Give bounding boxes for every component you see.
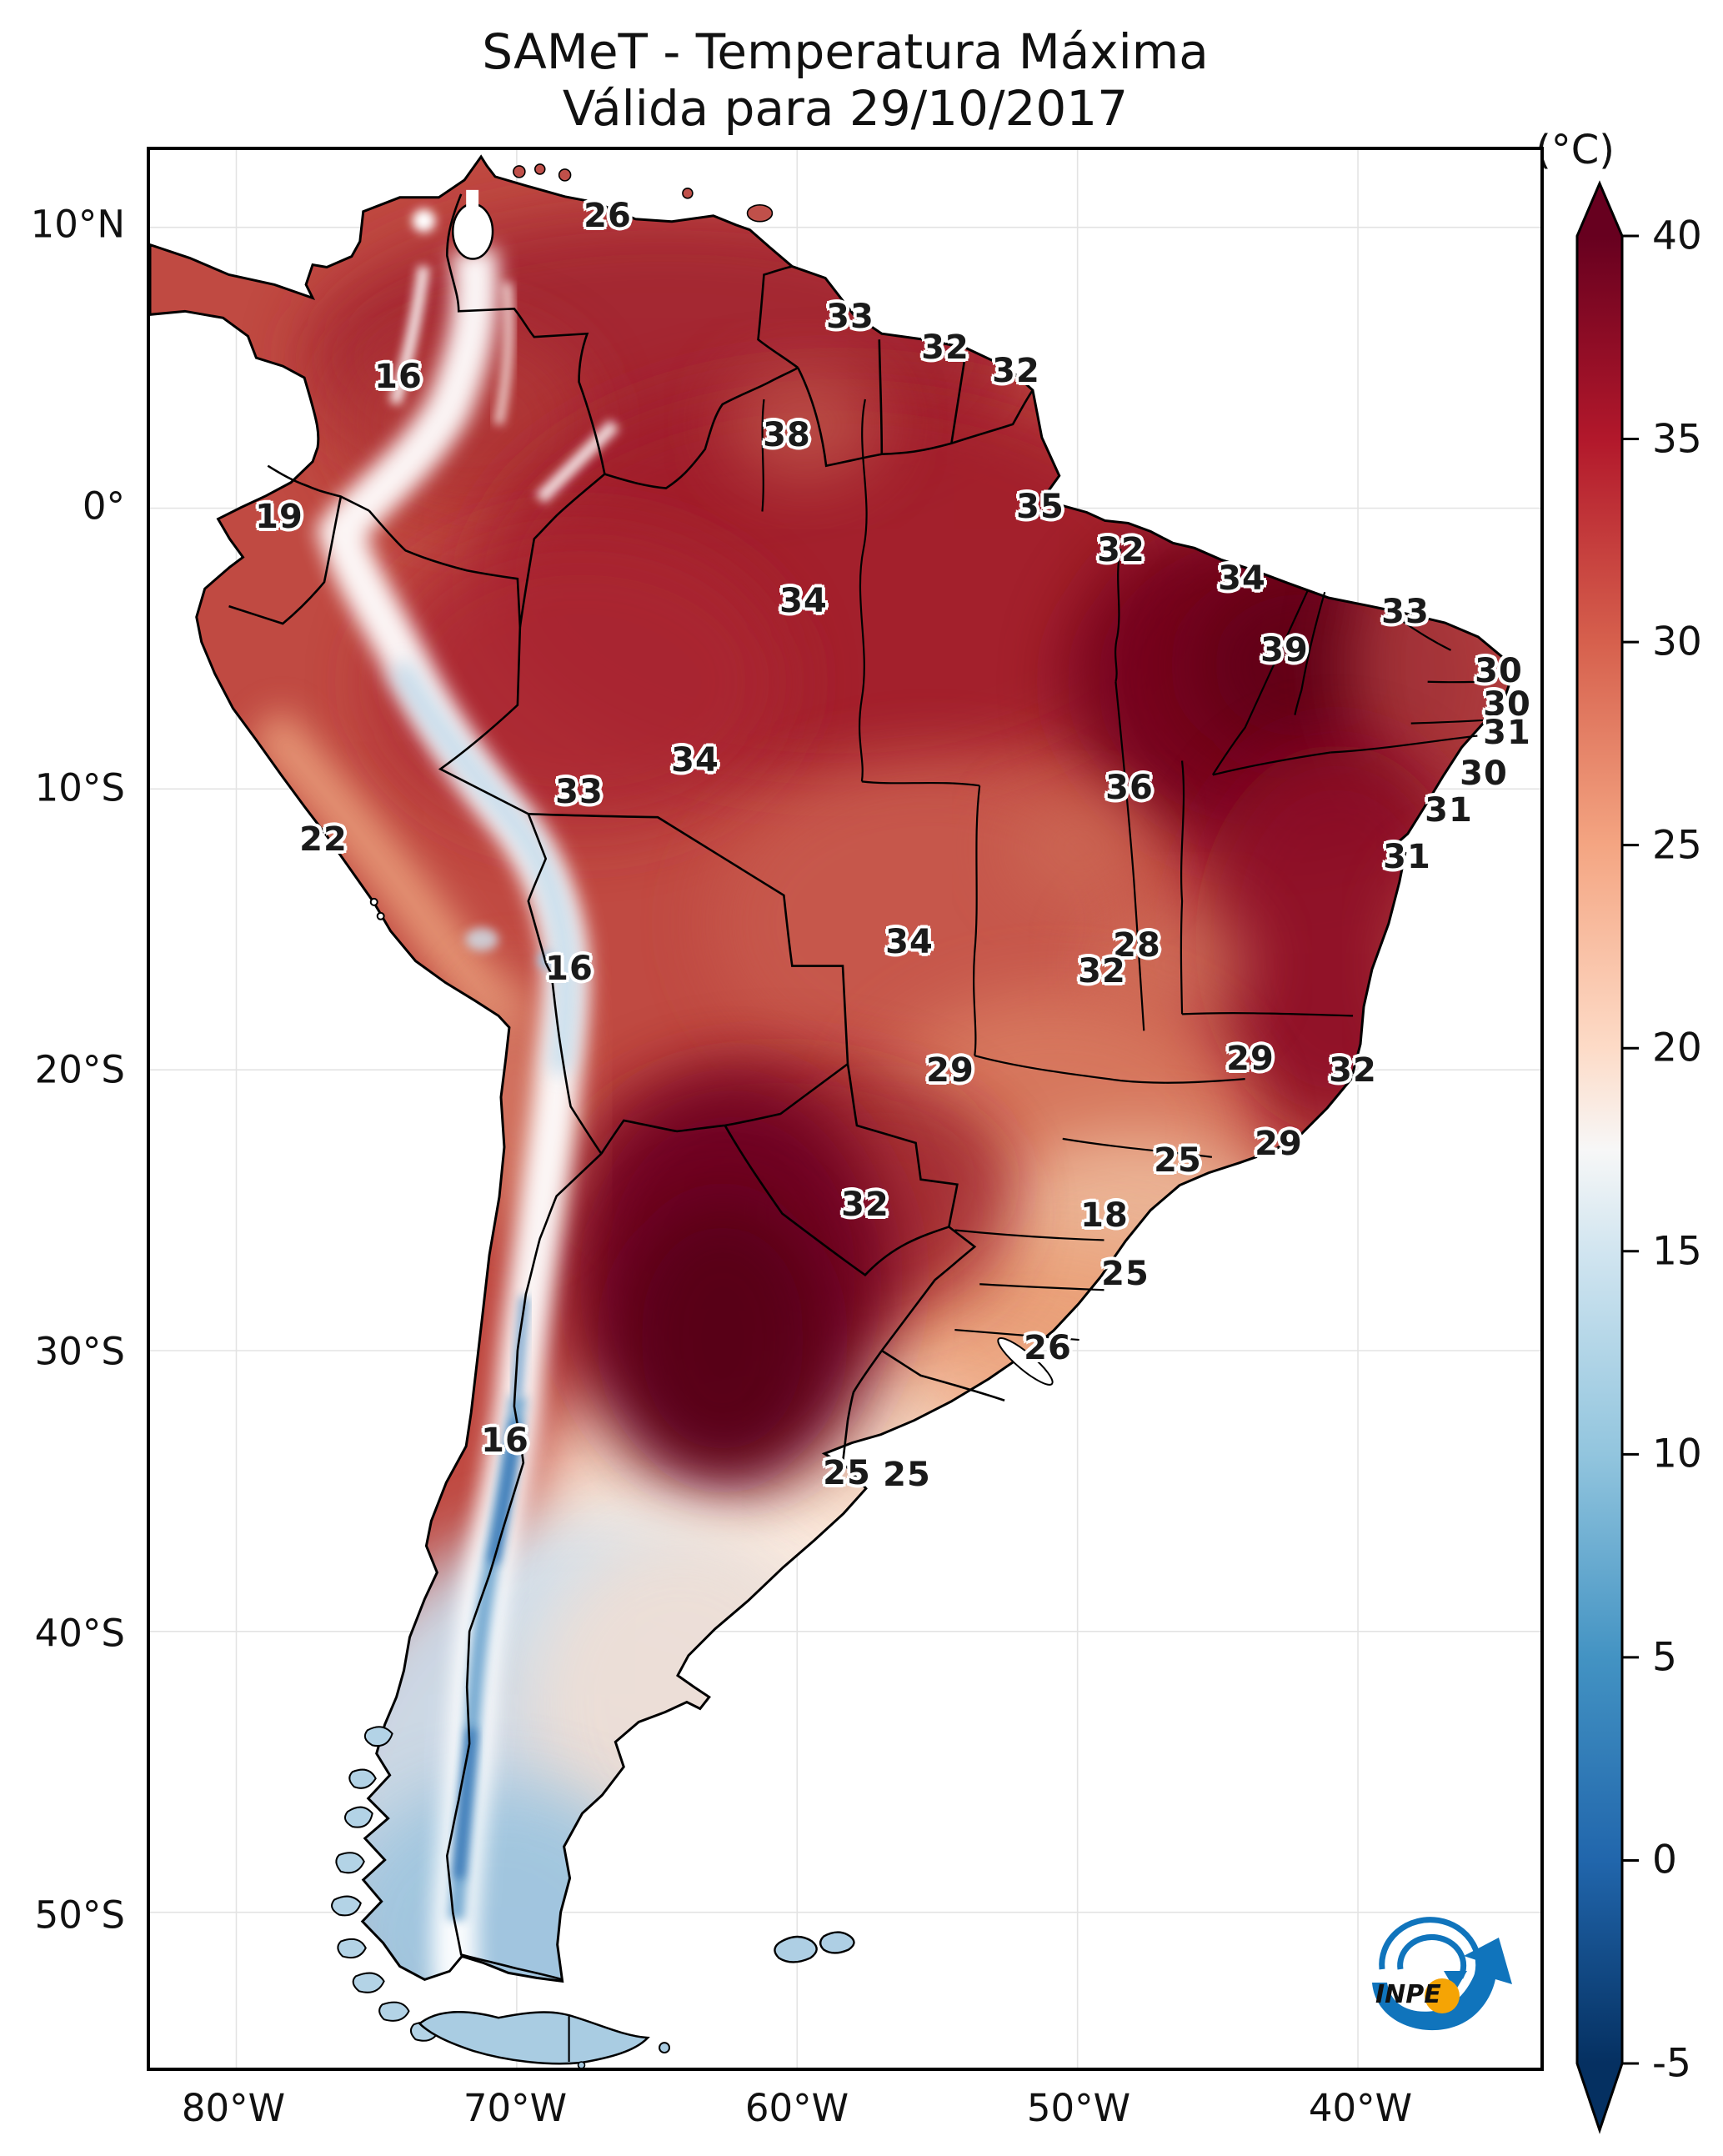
temp-label: 22	[299, 820, 348, 859]
lon-tick-label: 40°W	[1308, 2086, 1413, 2130]
temp-label: 33	[826, 298, 874, 336]
temp-label: 32	[1329, 1051, 1377, 1090]
temp-label: 29	[926, 1051, 974, 1090]
temp-label: 25	[823, 1454, 871, 1492]
temp-label: 30	[1475, 652, 1523, 690]
temp-label: 34	[1218, 559, 1266, 598]
lat-tick-label: 30°S	[34, 1329, 125, 1374]
temp-label: 32	[1097, 531, 1145, 569]
lon-tick-label: 80°W	[181, 2086, 286, 2130]
colorbar-tick-label: 30	[1652, 619, 1702, 665]
temp-label: 26	[584, 197, 632, 235]
lat-tick-label: 50°S	[34, 1893, 125, 1938]
logo-spiral-inner	[1397, 1933, 1467, 1979]
south-america-map	[150, 150, 1540, 2068]
lat-tick-label: 40°S	[34, 1611, 125, 1656]
lat-tick-label: 0°	[82, 484, 125, 529]
colorbar-tick-label: 5	[1652, 1634, 1677, 1681]
colorbar-tick-label: 25	[1652, 822, 1702, 869]
temp-label: 16	[545, 950, 594, 988]
temp-label: 32	[1078, 952, 1126, 990]
temp-label: 31	[1483, 714, 1531, 752]
lakes	[452, 189, 1054, 1386]
logo-globe-icon	[1425, 1978, 1460, 2013]
temp-label: 39	[1260, 631, 1309, 669]
country-borders	[228, 193, 1034, 1981]
lat-tick-label: 10°N	[30, 202, 125, 247]
colorbar-tick-label: 0	[1652, 1837, 1677, 1883]
coastline	[150, 154, 1511, 1983]
lon-tick-label: 70°W	[463, 2086, 568, 2130]
temp-label: 38	[763, 416, 811, 454]
lat-tick-label: 20°S	[34, 1047, 125, 1092]
map-title-line2: Válida para 29/10/2017	[562, 80, 1129, 137]
logo-text: INPE	[1375, 1980, 1441, 2009]
temp-label: 33	[1381, 593, 1430, 631]
temp-label: 32	[921, 328, 969, 367]
temp-label: 19	[255, 498, 303, 536]
lon-tick-label: 60°W	[744, 2086, 849, 2130]
temp-label: 16	[481, 1421, 529, 1460]
temp-label: 25	[883, 1456, 931, 1494]
temp-label: 34	[885, 923, 934, 961]
temp-label: 34	[671, 741, 719, 780]
temp-label: 18	[1080, 1196, 1129, 1235]
map-frame	[147, 147, 1544, 2071]
logo-arrowhead-icon	[1444, 1971, 1467, 1991]
inpe-logo: INPE	[1372, 1917, 1512, 2031]
logo-swoosh	[1372, 1938, 1512, 2031]
caribbean-islands	[513, 163, 774, 223]
temp-label: 25	[1154, 1141, 1202, 1180]
temp-label: 29	[1255, 1125, 1303, 1163]
tierra-del-fuego	[418, 2011, 671, 2068]
lon-tick-label: 50°W	[1026, 2086, 1131, 2130]
colorbar	[1575, 180, 1639, 2134]
colorbar-unit-label: (°C)	[1535, 127, 1615, 173]
colorbar-tick-label: 20	[1652, 1025, 1702, 1071]
map-title-line1: SAMeT - Temperatura Máxima	[482, 23, 1209, 80]
temp-label: 35	[1016, 488, 1064, 526]
logo-spiral-outer	[1379, 1917, 1482, 1986]
colorbar-tick-label: 40	[1652, 213, 1702, 259]
temp-label: 25	[1101, 1255, 1150, 1293]
temp-label: 31	[1425, 791, 1473, 830]
colorbar-tick-label: 10	[1652, 1431, 1702, 1477]
temp-label: 26	[1024, 1329, 1072, 1367]
temp-label: 30	[1460, 755, 1508, 793]
temp-label: 29	[1226, 1040, 1275, 1078]
colorbar-tick-label: -5	[1652, 2040, 1691, 2087]
temp-label: 30	[1483, 685, 1531, 724]
temp-label: 34	[779, 582, 828, 620]
temp-label: 36	[1105, 769, 1154, 807]
temp-label: 32	[992, 352, 1040, 390]
temp-label: 28	[1113, 926, 1161, 965]
lat-tick-label: 10°S	[34, 765, 125, 810]
falkland-islands	[774, 1931, 855, 1963]
state-borders	[761, 399, 1490, 1341]
temp-label: 31	[1383, 838, 1431, 876]
temp-label: 33	[555, 773, 604, 811]
temp-label: 16	[374, 358, 423, 396]
fjord-islands	[331, 897, 440, 2042]
colorbar-tick-label: 15	[1652, 1228, 1702, 1275]
colorbar-tick-label: 35	[1652, 416, 1702, 463]
temp-label: 32	[841, 1186, 889, 1224]
